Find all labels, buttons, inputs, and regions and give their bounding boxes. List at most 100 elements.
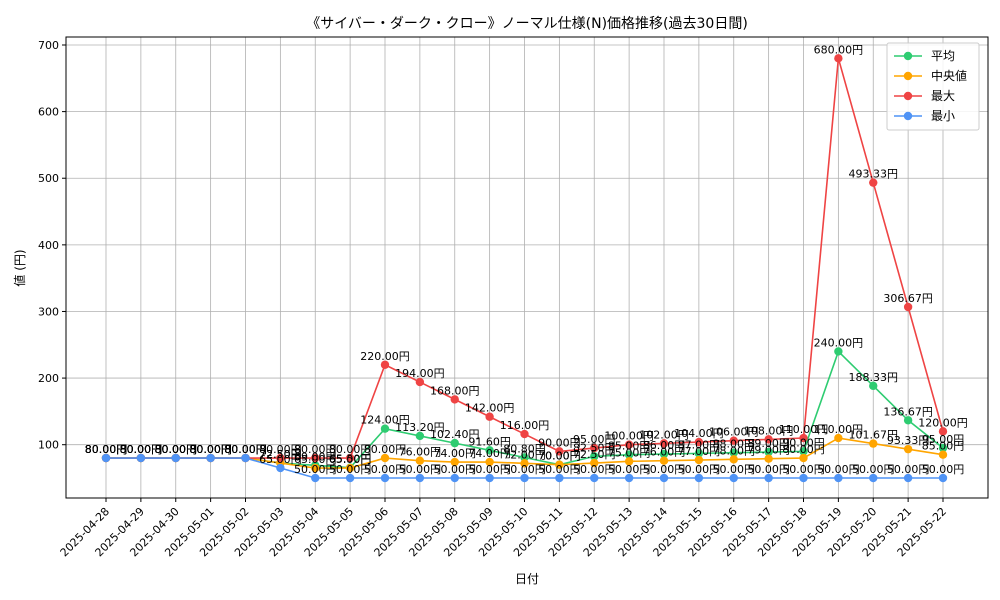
data-label: 80.00円 <box>189 443 232 456</box>
data-label: 80.00円 <box>189 443 232 456</box>
data-label: 79.00円 <box>747 444 790 457</box>
data-label: 50.00円 <box>329 463 372 476</box>
data-point <box>555 460 564 469</box>
data-point <box>380 473 390 483</box>
data-point <box>450 473 459 483</box>
data-label: 50.00円 <box>364 463 407 476</box>
data-label: 116.00円 <box>500 419 550 432</box>
series-layer <box>101 54 948 483</box>
data-label: 80.00円 <box>155 443 198 456</box>
data-label: 50.00円 <box>608 463 651 476</box>
legend-label: 中央値 <box>931 68 967 83</box>
legend-marker <box>903 71 913 81</box>
data-point <box>694 437 704 447</box>
data-label: 80.00円 <box>224 443 267 456</box>
grid-layer <box>66 37 988 498</box>
data-label: 80.00円 <box>294 443 337 456</box>
data-label: 85.00円 <box>608 440 651 453</box>
data-label: 50.00円 <box>713 463 756 476</box>
data-label: 493.33円 <box>849 168 899 181</box>
y-tick-labels: 100 200 300 400 500 600 700 <box>38 39 66 452</box>
data-label: 80.00円 <box>120 443 163 456</box>
data-point <box>485 457 494 467</box>
data-point <box>694 455 704 465</box>
y-tick-label: 100 <box>38 439 59 452</box>
data-point <box>380 360 390 369</box>
data-point <box>659 439 669 448</box>
data-point <box>206 453 215 463</box>
data-label: 80.00円 <box>189 443 232 456</box>
data-label: 50.00円 <box>922 463 965 476</box>
data-label: 72.50円 <box>573 448 616 461</box>
data-point <box>171 453 180 463</box>
data-point <box>834 433 843 443</box>
data-label: 50.00円 <box>399 463 442 476</box>
data-label: 72.50円 <box>259 448 302 461</box>
data-label: 88.00円 <box>713 438 756 451</box>
data-label: 240.00円 <box>814 336 864 349</box>
data-point <box>903 473 913 483</box>
data-point <box>938 427 948 436</box>
data-label: 70.00円 <box>538 450 581 463</box>
data-point <box>799 447 808 456</box>
data-label: 80.00円 <box>155 443 198 456</box>
data-point <box>869 473 878 483</box>
data-point <box>624 450 634 459</box>
data-label: 168.00円 <box>430 384 480 397</box>
data-label: 220.00円 <box>360 350 410 363</box>
data-point <box>345 453 355 463</box>
data-label: 80.00円 <box>120 443 163 456</box>
data-label: 110.00円 <box>779 423 829 436</box>
data-label: 104.00円 <box>674 427 724 440</box>
data-point <box>485 473 494 483</box>
data-label: 80.00円 <box>85 443 128 456</box>
data-label: 80.00円 <box>120 443 163 456</box>
data-point <box>311 473 320 483</box>
data-label-layer: 80.00円80.00円80.00円80.00円80.00円72.50円69.0… <box>85 43 968 476</box>
plot-frame <box>65 36 989 499</box>
data-label: 90.00円 <box>782 436 825 449</box>
data-label: 80.00円 <box>329 443 372 456</box>
data-label: 80.00円 <box>155 443 198 456</box>
data-label: 50.00円 <box>468 463 511 476</box>
data-label: 50.00円 <box>678 463 721 476</box>
data-label: 50.00円 <box>538 463 581 476</box>
legend-marker <box>903 111 913 121</box>
data-point <box>938 443 948 453</box>
data-label: 194.00円 <box>395 367 445 380</box>
data-label: 106.00円 <box>709 426 759 439</box>
data-point <box>834 54 843 63</box>
data-label: 306.67円 <box>883 292 933 305</box>
data-label: 80.00円 <box>364 443 407 456</box>
y-tick-label: 500 <box>38 172 59 185</box>
data-label: 50.00円 <box>434 463 477 476</box>
data-label: 120.00円 <box>918 416 968 429</box>
data-point <box>624 440 634 449</box>
data-point <box>764 435 773 444</box>
data-label: 50.00円 <box>887 463 930 476</box>
data-point <box>799 433 808 443</box>
data-label: 136.67円 <box>883 405 933 418</box>
data-label: 85.00円 <box>922 440 965 453</box>
legend-label: 平均 <box>931 49 955 63</box>
data-point <box>729 436 738 445</box>
data-point <box>311 463 320 473</box>
data-point <box>520 453 529 462</box>
data-point <box>555 447 564 456</box>
data-point <box>624 473 634 483</box>
data-point <box>380 453 390 463</box>
data-point <box>799 473 808 483</box>
y-tick-label: 200 <box>38 372 59 385</box>
y-tick-label: 300 <box>38 305 59 318</box>
legend-label: 最大 <box>931 89 955 103</box>
data-label: 102.40円 <box>430 428 480 441</box>
data-label: 65.50円 <box>329 453 372 466</box>
data-point <box>485 446 494 455</box>
data-point <box>415 431 425 441</box>
data-point <box>555 473 564 483</box>
data-point <box>415 473 425 483</box>
data-point <box>520 429 529 439</box>
data-label: 65.00円 <box>294 453 337 466</box>
data-point <box>624 457 634 466</box>
